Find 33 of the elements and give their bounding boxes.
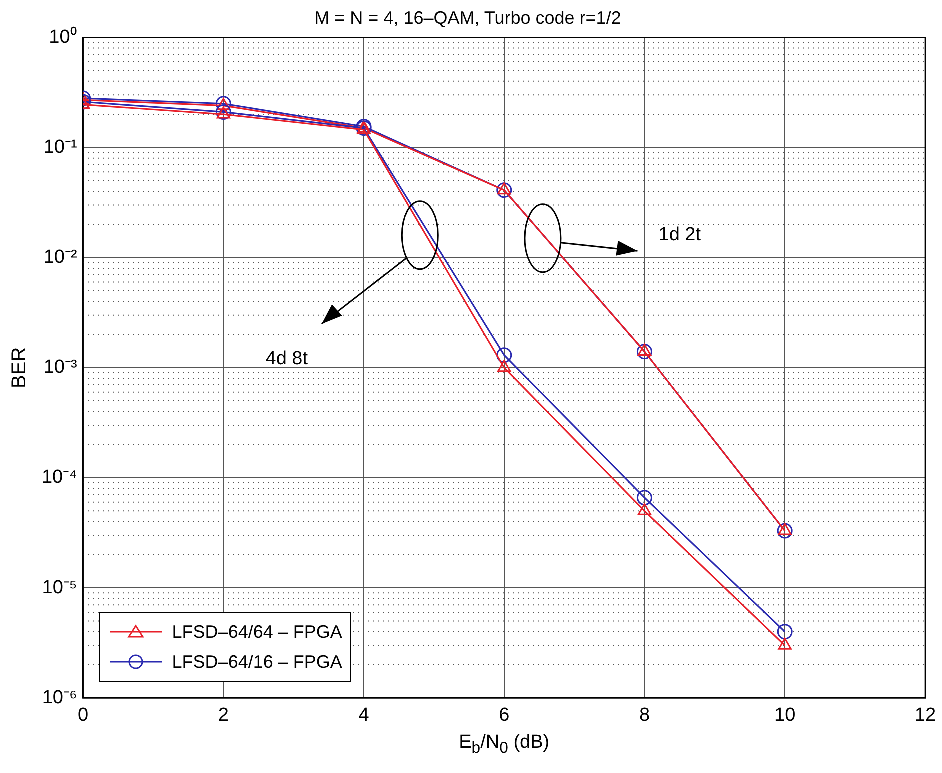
y-tick-label: 10⁻³ (44, 357, 78, 378)
point (777, 523, 793, 539)
x-tick-label: 6 (499, 704, 510, 726)
chart-title: M = N = 4, 16–QAM, Turbo code r=1/2 (314, 8, 622, 28)
annotation: 4d 8t (266, 348, 309, 370)
y-tick-label: 10⁻⁶ (42, 687, 78, 708)
point (777, 624, 793, 640)
x-tick-label: 4 (358, 704, 370, 726)
point (498, 182, 512, 195)
legend-label: LFSD–64/16 – FPGA (172, 652, 342, 673)
y-tick-label: 10⁻⁵ (42, 577, 78, 598)
y-tick-label: 10⁻² (44, 247, 78, 268)
y-axis-title: BER (8, 347, 31, 388)
x-tick-label: 8 (639, 704, 650, 726)
x-axis-title: E$_{b}$/N$_{0}$ (dB) (459, 732, 550, 758)
x-tick-label: 12 (914, 704, 936, 726)
point (498, 360, 512, 372)
y-tick-label: 10⁰ (49, 26, 78, 48)
x-tick-label: 2 (218, 704, 229, 726)
y-tick-label: 10⁻¹ (44, 136, 78, 158)
x-tick-label: 10 (774, 704, 796, 726)
y-tick-label: 10⁻⁴ (42, 467, 78, 488)
point (638, 503, 652, 516)
point (636, 344, 652, 360)
point (778, 638, 792, 650)
point (496, 348, 512, 364)
point (778, 523, 792, 536)
point (496, 182, 512, 198)
point (638, 344, 652, 356)
annotation: 1d 2t (658, 224, 702, 246)
point (636, 490, 652, 506)
x-tick-label: 0 (78, 704, 89, 726)
legend-label: LFSD–64/64 – FPGA (172, 622, 342, 643)
